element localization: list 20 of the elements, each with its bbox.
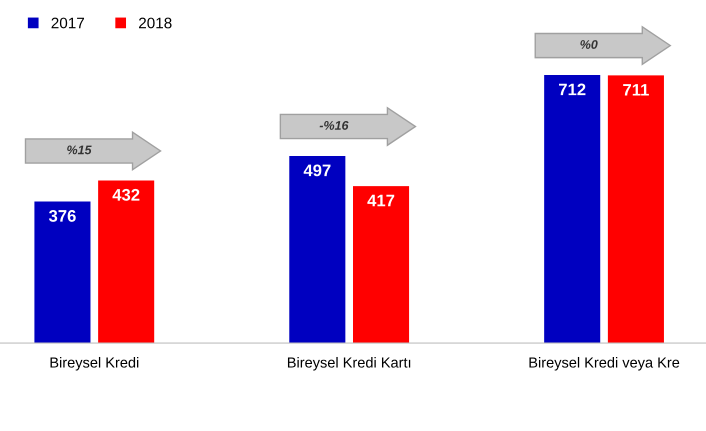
x-tick-label: Bireysel Kredi	[50, 356, 138, 371]
x-tick-label: Bireysel Kredi Kartı	[288, 356, 410, 371]
data-label: 417	[367, 194, 394, 206]
bar	[98, 180, 154, 344]
legend-label: 2018	[139, 18, 172, 28]
bar	[34, 202, 90, 344]
data-label: 432	[112, 188, 140, 201]
bar	[289, 156, 346, 344]
data-label: 711	[623, 84, 649, 96]
data-label: 712	[559, 84, 586, 96]
data-label: 376	[48, 210, 76, 222]
bar	[544, 75, 600, 344]
bar	[608, 75, 664, 344]
text: %0	[580, 40, 598, 49]
annotation: -%16	[320, 121, 349, 130]
legend-label: 2017	[52, 18, 84, 28]
annotation: %15	[67, 146, 92, 154]
x-tick-label: Bireysel Kredi veya Kre	[529, 356, 680, 371]
data-label: 497	[304, 164, 330, 176]
bar	[353, 186, 410, 344]
